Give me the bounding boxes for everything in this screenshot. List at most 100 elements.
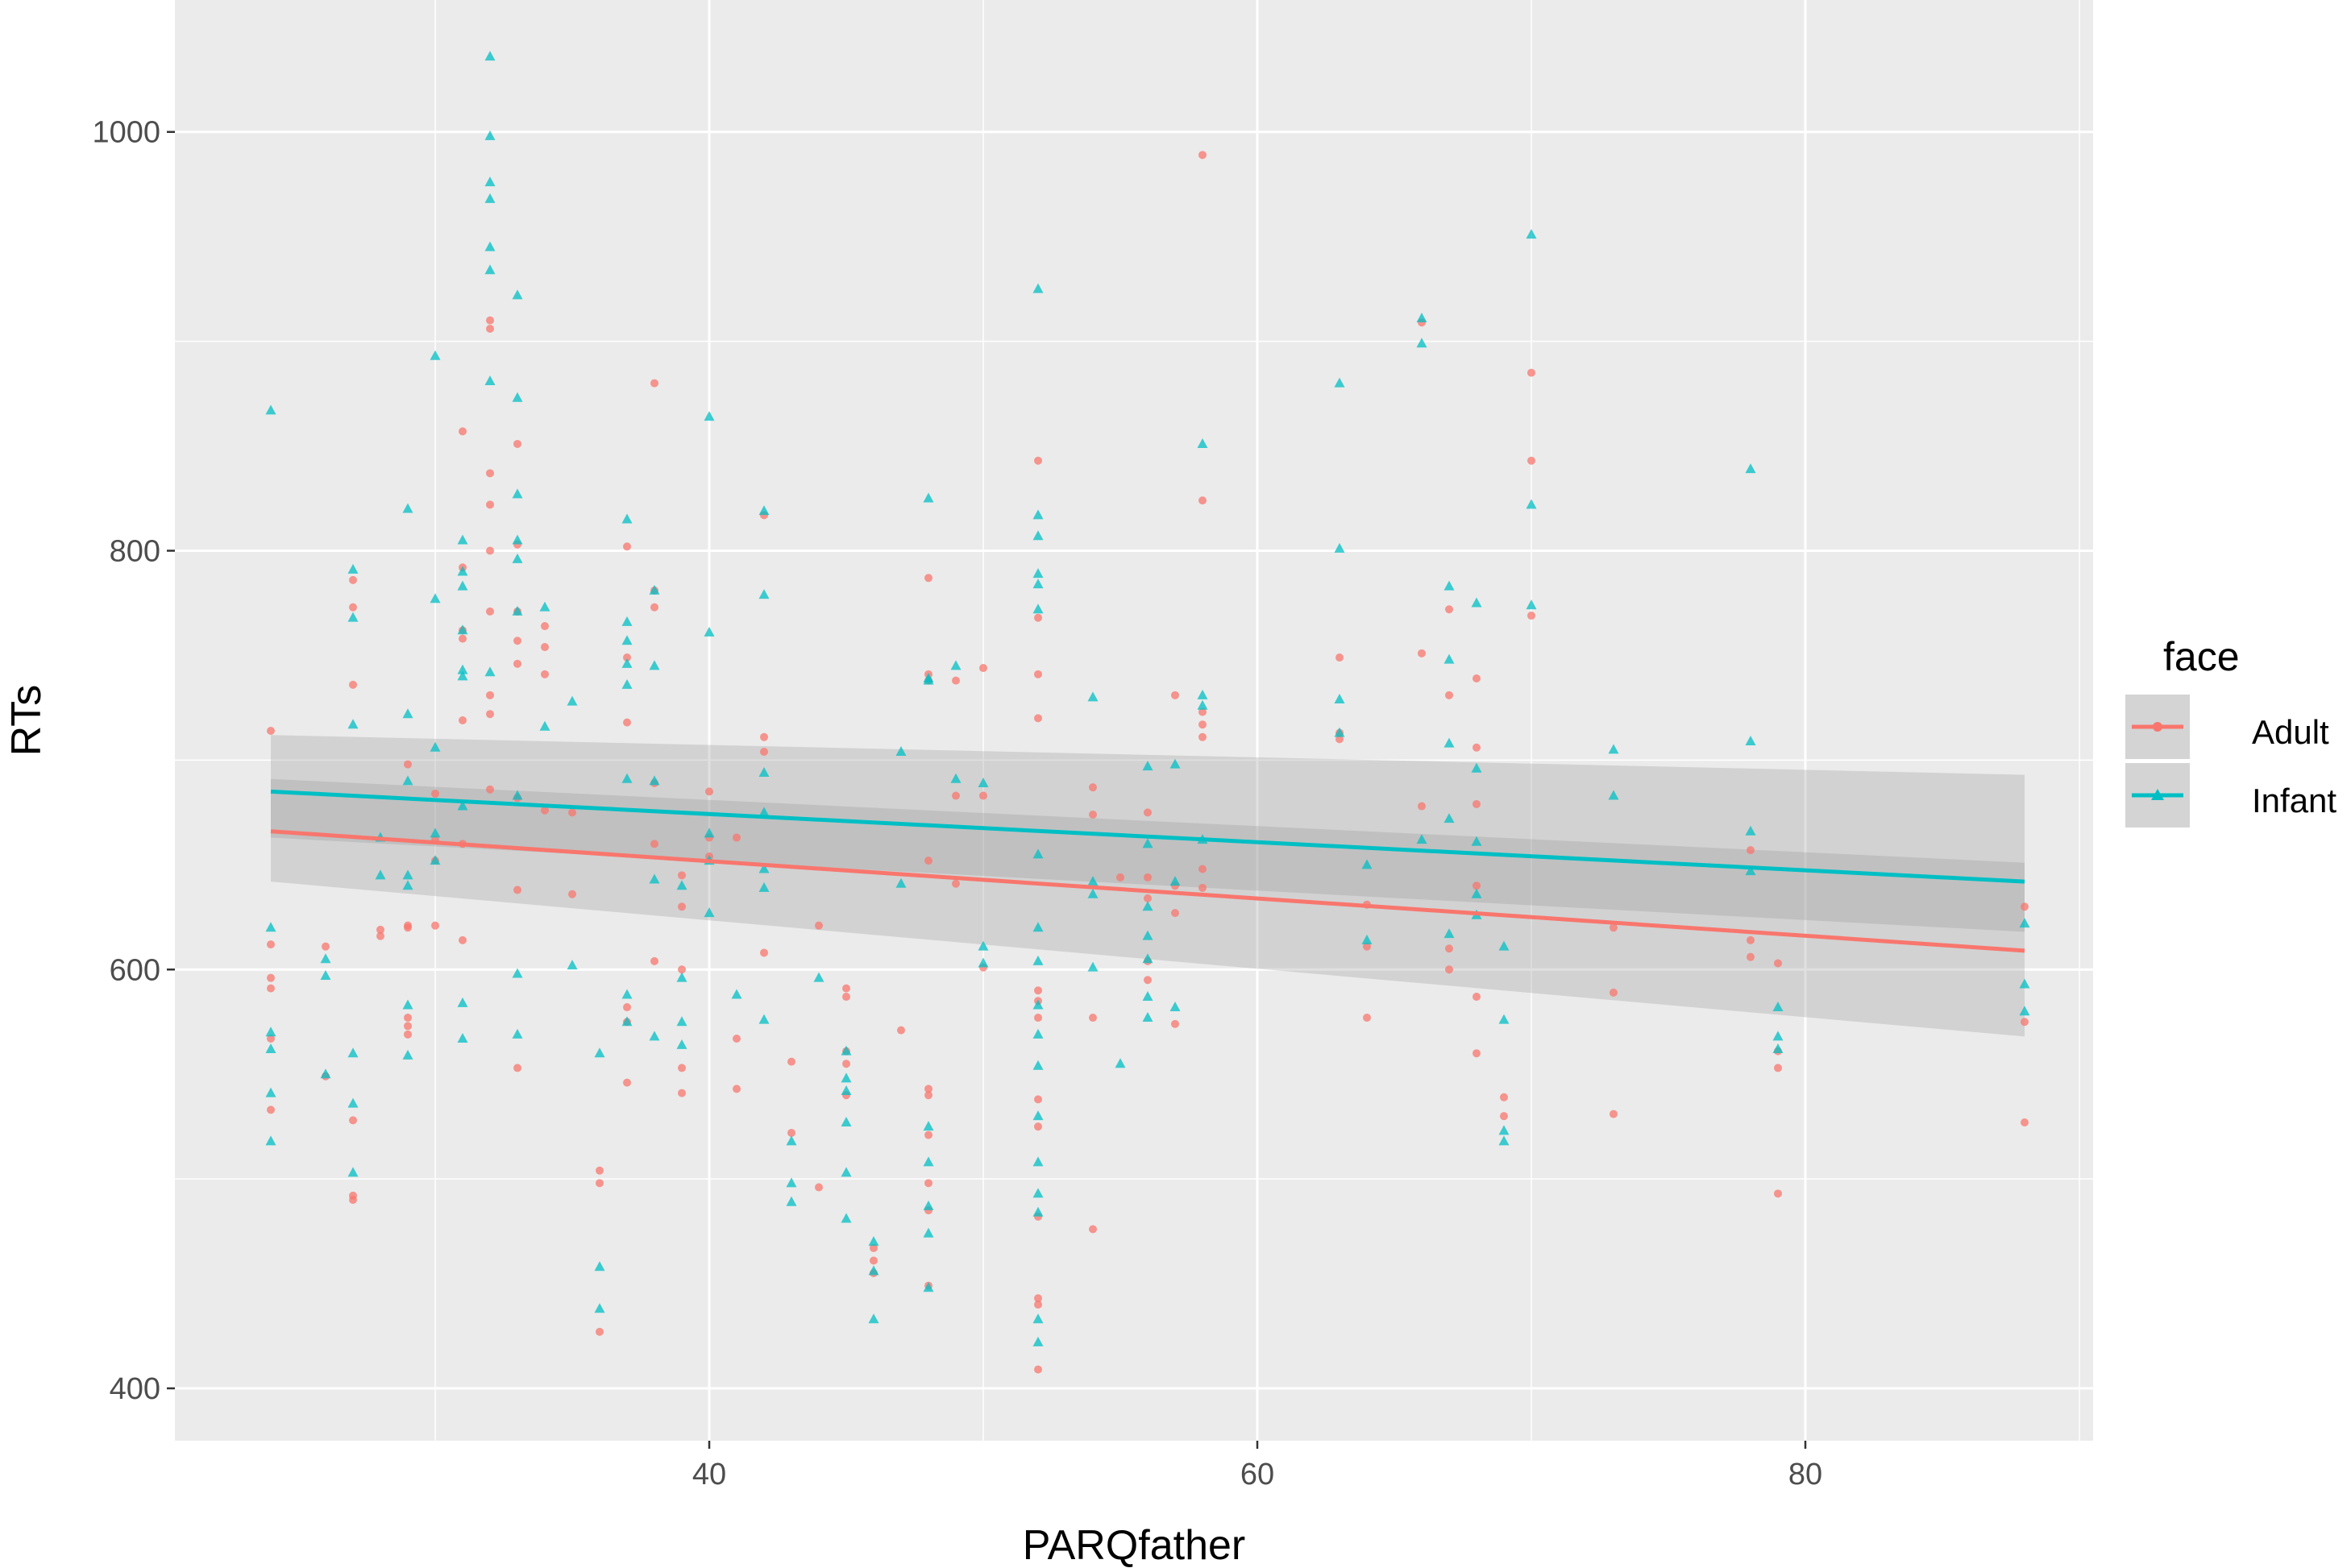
point-infant [567, 960, 578, 970]
point-adult [623, 542, 631, 551]
point-adult [678, 1064, 686, 1072]
point-infant [841, 1167, 852, 1177]
point-infant [1772, 1002, 1784, 1012]
point-infant [841, 1072, 852, 1083]
point-adult [1116, 873, 1124, 881]
point-infant [347, 1097, 359, 1108]
point-infant [402, 775, 413, 786]
point-infant [1032, 922, 1044, 932]
point-adult [513, 439, 521, 448]
point-infant [895, 745, 907, 756]
point-infant [923, 1227, 934, 1238]
point-adult [952, 791, 960, 800]
point-adult [596, 1166, 604, 1175]
y-axis-title: RTs [3, 685, 50, 757]
point-infant [950, 773, 962, 783]
point-infant [1032, 1313, 1044, 1324]
point-adult [870, 1256, 878, 1265]
point-adult [1144, 808, 1152, 817]
point-adult [1472, 881, 1481, 890]
point-adult [1472, 743, 1481, 752]
point-adult [733, 1085, 741, 1093]
point-adult [924, 857, 933, 865]
point-adult [2021, 1018, 2029, 1027]
point-infant [758, 766, 770, 777]
point-infant [841, 1116, 852, 1126]
point-adult [486, 325, 494, 334]
point-adult [924, 1130, 933, 1139]
point-infant [1361, 934, 1373, 944]
point-infant [430, 741, 441, 752]
point-infant [457, 566, 468, 576]
point-infant [1443, 813, 1455, 823]
point-adult [815, 921, 823, 930]
point-adult [459, 716, 467, 724]
point-infant [1032, 1206, 1044, 1217]
point-adult [1034, 1122, 1042, 1131]
point-infant [1772, 1043, 1784, 1054]
legend-label-adult: Adult [2252, 713, 2329, 751]
point-adult [760, 747, 768, 756]
point-infant [1087, 961, 1099, 972]
point-infant [978, 957, 989, 968]
point-adult [623, 1078, 631, 1087]
point-adult [486, 546, 494, 555]
point-infant [265, 1087, 276, 1097]
point-adult [541, 622, 549, 631]
point-infant [484, 241, 496, 251]
point-infant [265, 1135, 276, 1146]
point-infant [1032, 579, 1044, 589]
point-adult [541, 670, 549, 678]
point-adult [1034, 1294, 1042, 1303]
point-adult [1089, 810, 1097, 819]
point-infant [704, 411, 715, 421]
point-adult [1527, 612, 1535, 620]
point-infant [1032, 848, 1044, 859]
point-infant [430, 828, 441, 838]
point-infant [1032, 955, 1044, 965]
point-infant [375, 869, 386, 880]
point-infant [1498, 1135, 1510, 1146]
point-infant [265, 1043, 276, 1054]
point-adult [1610, 1110, 1618, 1118]
point-adult [486, 500, 494, 509]
point-adult [596, 1179, 604, 1188]
point-adult [349, 1196, 357, 1205]
point-infant [347, 1047, 359, 1058]
point-infant [621, 989, 633, 999]
point-infant [320, 970, 331, 981]
point-infant [676, 1039, 687, 1049]
point-infant [594, 1047, 605, 1058]
x-tick-label: 80 [1788, 1458, 1822, 1491]
point-infant [676, 972, 687, 982]
point-adult [1034, 1095, 1042, 1104]
y-tick-label: 1000 [92, 116, 160, 150]
point-infant [265, 922, 276, 932]
point-infant [1334, 727, 1345, 737]
point-infant [2019, 1006, 2030, 1016]
point-infant [1745, 735, 1756, 745]
point-infant [621, 513, 633, 524]
point-infant [1032, 999, 1044, 1010]
point-infant [512, 605, 523, 616]
point-adult [513, 886, 521, 894]
point-adult [787, 1128, 795, 1137]
point-infant [512, 392, 523, 402]
point-infant [484, 51, 496, 61]
y-tick-label: 800 [110, 534, 160, 568]
point-adult [870, 1243, 878, 1252]
point-infant [512, 1028, 523, 1039]
point-infant [1334, 694, 1345, 704]
point-infant [457, 534, 468, 545]
point-infant [1416, 834, 1427, 844]
point-adult [513, 1064, 521, 1072]
point-adult [1445, 965, 1453, 974]
point-infant [704, 626, 715, 637]
point-adult [1089, 783, 1097, 792]
point-infant [402, 999, 413, 1010]
point-adult [1089, 1225, 1097, 1234]
point-infant [2019, 978, 2030, 989]
point-adult [623, 653, 631, 662]
point-adult [1171, 909, 1179, 918]
point-infant [512, 289, 523, 300]
